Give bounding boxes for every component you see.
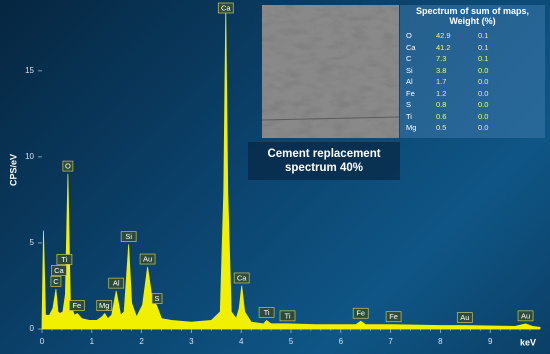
x-tick-label: 5 <box>289 337 294 346</box>
x-tick-label: 7 <box>388 337 393 346</box>
table-cell: 0.1 <box>478 31 489 41</box>
table-cell: Al <box>406 77 413 87</box>
table-row: Ca 41.2 0.1 <box>400 42 545 54</box>
peak-label-box <box>151 293 163 304</box>
table-cell: 0.0 <box>478 88 489 98</box>
x-tick-label: 6 <box>339 337 344 346</box>
peak-label-box <box>258 307 275 318</box>
peak-label-box <box>56 254 73 265</box>
table-cell: 1.2 <box>436 88 447 98</box>
table-cell: 41.2 <box>436 42 451 52</box>
weight-table: Spectrum of sum of maps, Weight (%) O 42.… <box>400 5 545 138</box>
table-cell: 0.8 <box>436 100 447 110</box>
x-tick-label: 4 <box>239 337 244 346</box>
peak-label: Ca <box>54 266 64 275</box>
table-cell: 0.0 <box>478 123 489 133</box>
y-tick-label: 0 <box>30 324 35 333</box>
table-cell: 0.0 <box>478 65 489 75</box>
x-axis-label: keV <box>520 337 536 347</box>
table-row: Si 3.8 0.0 <box>400 65 545 77</box>
table-cell: 0.0 <box>478 100 489 110</box>
peak-label-box <box>456 312 473 323</box>
y-tick-label: 15 <box>25 66 34 75</box>
peak-label-box <box>50 276 62 287</box>
x-tick-label: 9 <box>488 337 493 346</box>
peak-label: O <box>65 162 71 171</box>
peak-label: Ti <box>264 308 270 317</box>
table-body: O 42.9 0.1 Ca 41.2 0.1 C 7.3 0.1 Si 3.8 0.0 Al 1.7 0.0… <box>400 30 545 134</box>
table-cell: 0.6 <box>436 111 447 121</box>
peak-label-box <box>139 253 156 265</box>
table-cell: 0.5 <box>436 123 447 133</box>
peak-label-box <box>51 265 67 276</box>
table-row: C 7.3 0.1 <box>400 53 545 65</box>
table-cell: Mg <box>406 123 417 133</box>
table-cell: C <box>406 54 412 64</box>
peak-label: Ca <box>221 3 231 12</box>
table-cell: 3.8 <box>436 65 447 75</box>
table-cell: S <box>406 100 412 110</box>
table-cell: 0.1 <box>478 42 489 52</box>
caption: Cement replacement spectrum 40% <box>248 142 400 180</box>
table-row: Mg 0.5 0.0 <box>400 122 545 134</box>
peak-label: Ca <box>237 273 247 282</box>
x-tick-label: 3 <box>189 337 194 346</box>
table-cell: Ti <box>406 111 412 121</box>
peak-label: C <box>53 277 59 286</box>
table-row: Fe 1.2 0.0 <box>400 88 545 100</box>
table-row: O 42.9 0.1 <box>400 30 545 42</box>
peak-label-box <box>385 311 402 323</box>
table-cell: 0.1 <box>478 54 489 64</box>
peak-label: Au <box>460 313 469 322</box>
table-cell: Si <box>406 65 413 75</box>
table-cell: O <box>406 31 412 41</box>
peak-label-box <box>69 300 85 311</box>
table-cell: 0.0 <box>478 111 489 121</box>
table-cell: 7.3 <box>436 54 447 64</box>
x-tick-label: 2 <box>139 337 144 346</box>
peak-label: Fe <box>356 309 365 318</box>
peak-label: Ti <box>61 255 67 264</box>
peak-label-box <box>120 231 137 243</box>
sem-texture <box>262 5 399 138</box>
peak-label: S <box>155 294 160 303</box>
x-tick-label: 0 <box>40 337 45 346</box>
table-cell: 1.7 <box>436 77 447 87</box>
y-axis-label: CPS/eV <box>8 154 18 186</box>
peak-label: Al <box>113 279 120 288</box>
y-tick-label: 5 <box>30 238 35 247</box>
table-row: Ti 0.6 0.0 <box>400 111 545 123</box>
x-tick-label: 8 <box>438 337 443 346</box>
table-title: Spectrum of sum of maps, Weight (%) <box>415 6 530 26</box>
sem-detail <box>261 116 400 121</box>
peak-label-box <box>96 300 113 311</box>
peak-label-box <box>62 160 74 172</box>
peak-label-box <box>217 2 234 14</box>
peak-label: Au <box>521 311 530 320</box>
y-tick-label: 10 <box>25 152 34 161</box>
peak-label-box <box>352 307 369 319</box>
peak-label: Fe <box>72 301 81 310</box>
peak-label-box <box>108 277 125 289</box>
peak-label-box <box>233 272 250 284</box>
table-row: Al 1.7 0.0 <box>400 76 545 88</box>
table-cell: 42.9 <box>436 31 451 41</box>
peak-label: Au <box>143 255 152 264</box>
peak-label: Ti <box>285 311 291 320</box>
table-cell: Fe <box>406 88 415 98</box>
peak-label: Si <box>125 232 132 241</box>
table-cell: 0.0 <box>478 77 489 87</box>
peak-label-box <box>279 310 296 322</box>
table-cell: Ca <box>406 42 416 52</box>
peak-label-box <box>517 310 534 322</box>
x-tick-label: 1 <box>90 337 95 346</box>
peak-label: Fe <box>389 312 398 321</box>
peak-label: Mg <box>99 301 109 310</box>
table-row: S 0.8 0.0 <box>400 99 545 111</box>
